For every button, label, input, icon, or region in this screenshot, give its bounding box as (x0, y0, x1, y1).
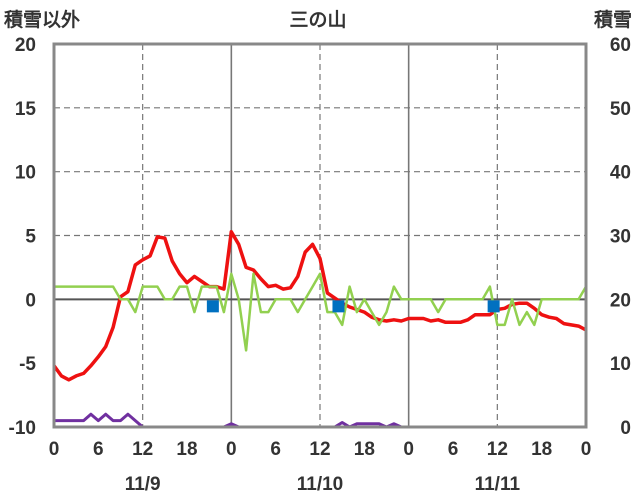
y-right-tick-label: 40 (610, 163, 631, 184)
y-left-tick-label: 0 (25, 290, 36, 311)
y-left-tick-label: -10 (9, 418, 36, 439)
y-left-tick-label: 10 (15, 163, 36, 184)
x-tick-label: 18 (176, 439, 197, 460)
x-tick-label: 12 (309, 439, 330, 460)
x-tick-label: 18 (531, 439, 552, 460)
marker-layer (206, 300, 500, 313)
x-tick-label: 6 (93, 439, 104, 460)
y-right-tick-label: 10 (610, 354, 631, 375)
right-axis-label: 積雪 (594, 8, 632, 31)
x-tick-label: 0 (49, 439, 60, 460)
marker-square (487, 300, 500, 313)
y-right-tick-label: 0 (620, 418, 631, 439)
left-axis-label: 積雪以外 (4, 8, 80, 31)
x-date-label: 11/11 (475, 474, 521, 495)
x-date-label: 11/9 (125, 474, 161, 495)
y-right-tick-label: 50 (610, 99, 631, 120)
y-left-tick-label: 5 (25, 227, 36, 248)
x-tick-label: 12 (487, 439, 508, 460)
y-right-tick-label: 60 (610, 35, 631, 56)
x-date-label: 11/10 (297, 474, 344, 495)
chart-title: 三の山 (289, 9, 346, 31)
marker-square (206, 300, 219, 313)
x-tick-label: 0 (403, 439, 414, 460)
x-tick-label: 18 (354, 439, 375, 460)
series-line-2 (54, 272, 588, 352)
x-tick-label: 0 (581, 439, 592, 460)
x-tick-label: 0 (226, 439, 237, 460)
x-tick-label: 6 (448, 439, 459, 460)
y-right-tick-label: 30 (610, 227, 631, 248)
x-tick-label: 6 (270, 439, 281, 460)
marker-square (332, 300, 345, 313)
grid (54, 44, 586, 427)
x-tick-label: 12 (132, 439, 153, 460)
y-left-tick-label: 15 (15, 99, 37, 120)
plot-frame (52, 42, 588, 429)
y-left-tick-label: -5 (19, 354, 36, 375)
y-right-tick-label: 20 (610, 290, 631, 311)
y-left-tick-label: 20 (15, 35, 36, 56)
